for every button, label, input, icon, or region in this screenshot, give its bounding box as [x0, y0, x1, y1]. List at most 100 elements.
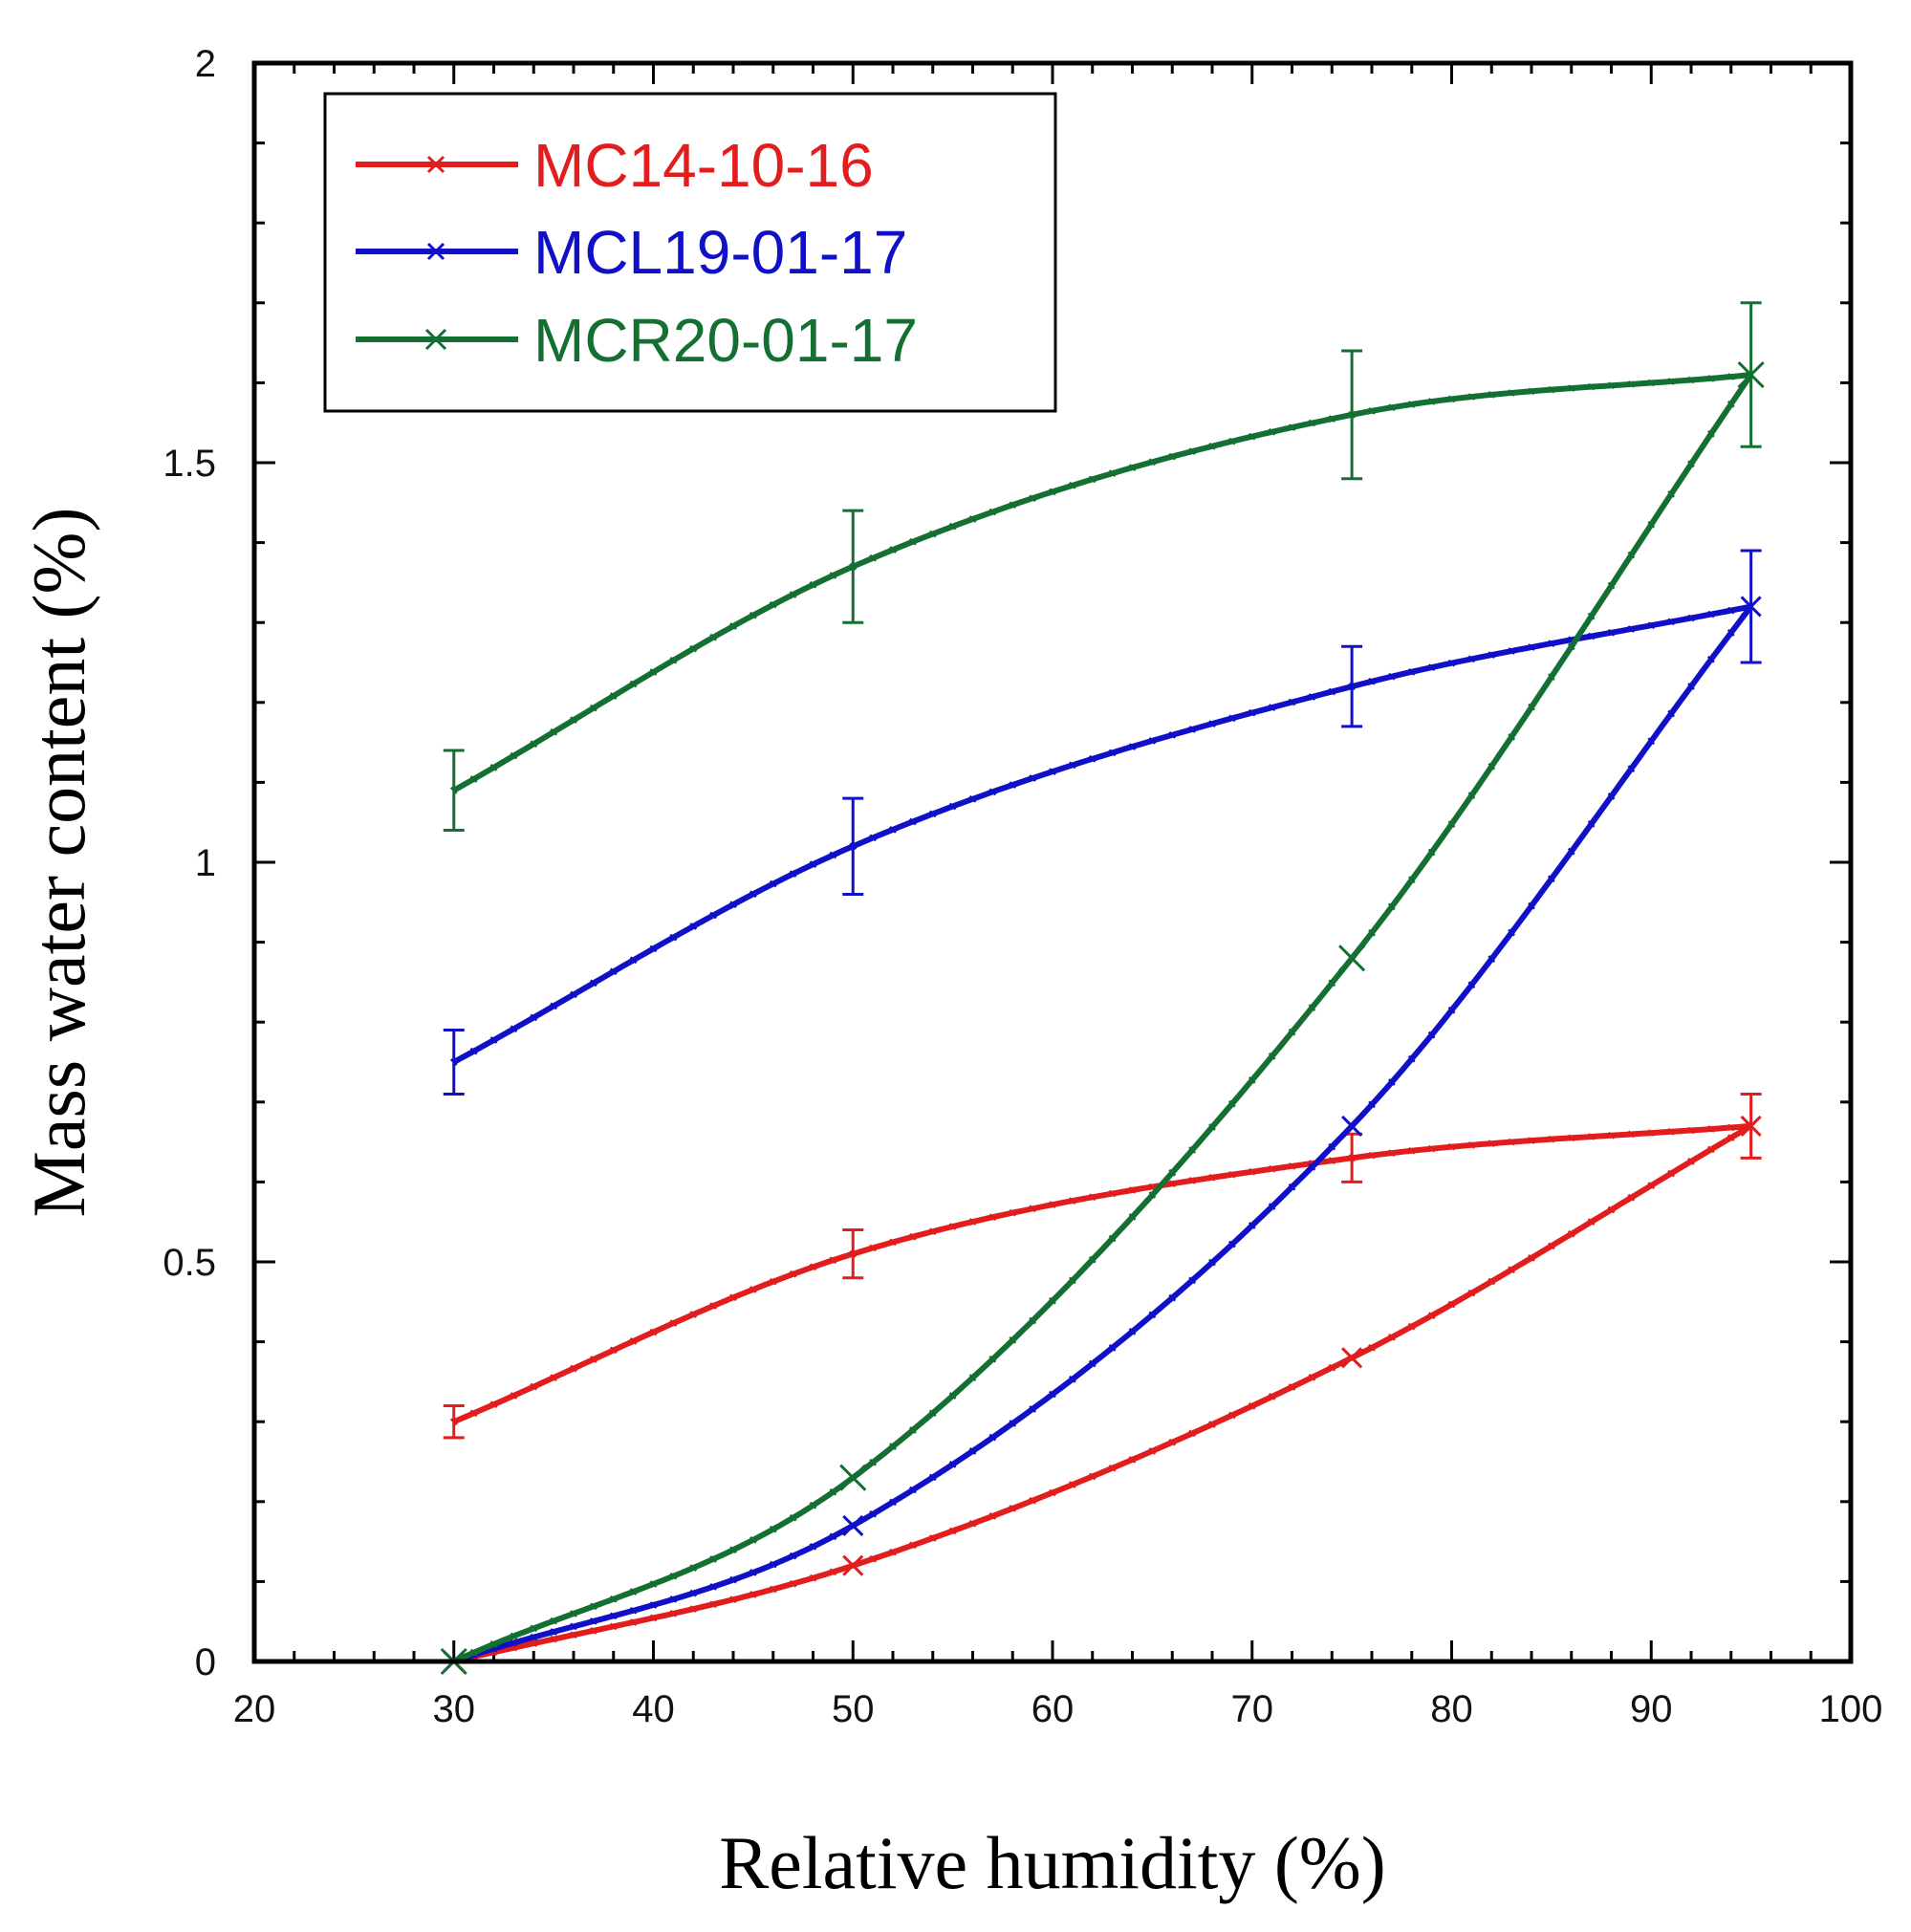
- adsorption-line-MC14-10-16-dot: [609, 1622, 618, 1631]
- desorption-line-MC14-10-16-dot: [510, 1392, 518, 1400]
- desorption-line-MCR20-01-17-dot: [1687, 376, 1695, 384]
- plot-frame: [251, 60, 1854, 1664]
- adsorption-line-MCL19-01-17-dot: [1567, 847, 1575, 856]
- adsorption-line-MCL19-01-17-dot: [1308, 1162, 1316, 1171]
- adsorption-line-MCL19-01-17-dot: [709, 1582, 718, 1591]
- desorption-line-MC14-10-16-dot: [1508, 1138, 1516, 1146]
- legend-label-mc14: MC14-10-16: [533, 131, 874, 200]
- adsorption-line-MCL19-01-17-dot: [1706, 655, 1715, 663]
- desorption-line-MCR20-01-17-dot: [629, 680, 638, 688]
- desorption-line-MCR20-01-17-dot: [709, 633, 718, 641]
- adsorption-line-MCL19-01-17-dot: [1726, 629, 1735, 637]
- desorption-line-MC14-10-16-dot: [1667, 1127, 1676, 1136]
- desorption-line-MCL19-01-17-dot: [829, 851, 837, 859]
- adsorption-line-MC14-10-16-dot: [1607, 1205, 1616, 1214]
- adsorption-line-MC14-10-16-dot: [1547, 1242, 1555, 1250]
- adsorption-line-MCR20-01-17: [452, 373, 1754, 1664]
- x-tick-label: 40: [632, 1688, 675, 1730]
- adsorption-line-MCL19-01-17-dot: [510, 1639, 518, 1647]
- adsorption-line-MCR20-01-17-dot: [1528, 703, 1535, 711]
- legend-entry-mcl19: MCL19-01-17: [356, 218, 907, 287]
- desorption-line-MCL19-01-17-dot: [649, 944, 658, 953]
- adsorption-line-MCL19-01-17-dot: [1447, 1006, 1456, 1014]
- adsorption-line-MCL19-01-17-dot: [1687, 683, 1695, 690]
- adsorption-line-MCL19-01-17-dot: [1128, 1327, 1137, 1335]
- data-point-marker: [1338, 944, 1366, 972]
- desorption-line-MC14-10-16-dot: [1528, 1137, 1535, 1144]
- adsorption-line-MCR20-01-17-dot: [1687, 460, 1695, 468]
- adsorption-line-MCR20-01-17-dot: [928, 1409, 937, 1418]
- adsorption-line-MC14-10-16-dot: [1248, 1401, 1256, 1410]
- adsorption-line-MCR20-01-17-dot: [889, 1443, 897, 1451]
- desorption-line-MCR20-01-17-dot: [908, 537, 917, 546]
- y-tick-label: 0.5: [163, 1242, 216, 1284]
- adsorption-line-MCR20-01-17-dot: [769, 1525, 777, 1533]
- desorption-line-MCL19-01-17: [452, 603, 1752, 1065]
- desorption-line-MCR20-01-17-dot: [1607, 381, 1616, 390]
- series-layer: [440, 301, 1765, 1676]
- desorption-line-MCR20-01-17-dot: [1248, 432, 1256, 441]
- series-MC14-10-16: [443, 1092, 1762, 1673]
- adsorption-line-MCL19-01-17-dot: [1188, 1276, 1197, 1285]
- adsorption-line-MCL19-01-17-dot: [1088, 1359, 1097, 1368]
- desorption-line-MC14-10-16-dot: [869, 1244, 878, 1252]
- desorption-line-MCL19-01-17-dot: [1368, 677, 1376, 685]
- desorption-line-MCR20-01-17-dot: [550, 727, 558, 736]
- desorption-line-MCL19-01-17-dot: [769, 879, 777, 888]
- adsorption-line-MCR20-01-17-dot: [948, 1392, 957, 1400]
- adsorption-line-MCL19-01-17-dot: [1248, 1222, 1256, 1229]
- desorption-line-MCR20-01-17-dot: [609, 692, 618, 700]
- adsorption-line-MCR20-01-17-dot: [869, 1458, 878, 1466]
- adsorption-line-MCR20-01-17-dot: [510, 1632, 518, 1640]
- adsorption-line-MCL19-01-17-dot: [749, 1569, 757, 1576]
- adsorption-line-MCL19-01-17-dot: [1068, 1375, 1076, 1383]
- adsorption-line-MCL19-01-17-dot: [1049, 1390, 1056, 1399]
- desorption-line-MCL19-01-17-dot: [1288, 698, 1296, 706]
- adsorption-line-MCR20-01-17-dot: [1547, 673, 1555, 682]
- adsorption-line-MCL19-01-17-dot: [869, 1509, 878, 1518]
- desorption-line-MCR20-01-17-dot: [469, 775, 478, 783]
- desorption-line-MCL19-01-17-dot: [1308, 693, 1316, 701]
- adsorption-line-MCR20-01-17-dot: [1108, 1234, 1117, 1243]
- adsorption-line-MCL19-01-17-dot: [530, 1633, 538, 1641]
- adsorption-line-MCL19-01-17-dot: [1667, 709, 1676, 718]
- adsorption-line-MCL19-01-17-dot: [1467, 981, 1476, 989]
- adsorption-line-MCL19-01-17-dot: [1508, 928, 1516, 937]
- adsorption-line-MC14-10-16-dot: [1706, 1145, 1715, 1154]
- adsorption-line-MC14-10-16-dot: [809, 1574, 817, 1582]
- adsorption-line-MCR20-01-17-dot: [1227, 1099, 1236, 1108]
- desorption-line-MC14-10-16-dot: [1288, 1162, 1296, 1170]
- desorption-line-MCR20-01-17-dot: [1088, 475, 1097, 484]
- adsorption-line-MC14-10-16-dot: [1308, 1373, 1316, 1381]
- desorption-line-MC14-10-16-dot: [908, 1232, 917, 1241]
- adsorption-line-MCR20-01-17-dot: [1088, 1255, 1097, 1264]
- adsorption-line-MCR20-01-17-dot: [1148, 1191, 1157, 1199]
- legend-label-mcl19: MCL19-01-17: [533, 218, 907, 287]
- adsorption-line-MCR20-01-17-dot: [649, 1580, 658, 1588]
- desorption-line-MCL19-01-17-dot: [968, 794, 977, 803]
- x-tick-label: 80: [1430, 1688, 1473, 1730]
- adsorption-line-MCR20-01-17-dot: [469, 1648, 478, 1657]
- desorption-line-MCL19-01-17-dot: [1029, 774, 1037, 782]
- desorption-line-MCR20-01-17-dot: [1508, 389, 1516, 397]
- adsorption-line-MCR20-01-17-dot: [1128, 1213, 1137, 1221]
- desorption-line-MCL19-01-17-dot: [1447, 659, 1456, 667]
- desorption-line-MCR20-01-17-dot: [1128, 464, 1137, 472]
- desorption-line-MC14-10-16-dot: [1706, 1125, 1715, 1133]
- adsorption-line-MC14-10-16-dot: [1088, 1472, 1097, 1481]
- desorption-line-MC14-10-16-dot: [1168, 1180, 1177, 1188]
- adsorption-line-MCR20-01-17-dot: [1248, 1076, 1256, 1084]
- adsorption-line-MCR20-01-17-dot: [1706, 429, 1715, 438]
- adsorption-line-MCR20-01-17-dot: [809, 1501, 817, 1509]
- desorption-line-MCR20-01-17-dot: [948, 522, 957, 531]
- data-point-marker: [1740, 1115, 1762, 1137]
- adsorption-line-MCL19-01-17-dot: [589, 1617, 597, 1625]
- adsorption-line-MC14-10-16-dot: [1108, 1464, 1117, 1472]
- adsorption-line-MCL19-01-17-dot: [550, 1628, 558, 1636]
- adsorption-line-MC14-10-16-dot: [968, 1519, 977, 1528]
- desorption-line-MCR20-01-17-dot: [1706, 374, 1715, 382]
- desorption-line-MCR20-01-17-dot: [749, 611, 757, 619]
- legend-entry-mc14: MC14-10-16: [356, 131, 874, 200]
- desorption-line-MCR20-01-17-dot: [489, 763, 498, 771]
- adsorption-line-MC14-10-16-dot: [1567, 1229, 1575, 1238]
